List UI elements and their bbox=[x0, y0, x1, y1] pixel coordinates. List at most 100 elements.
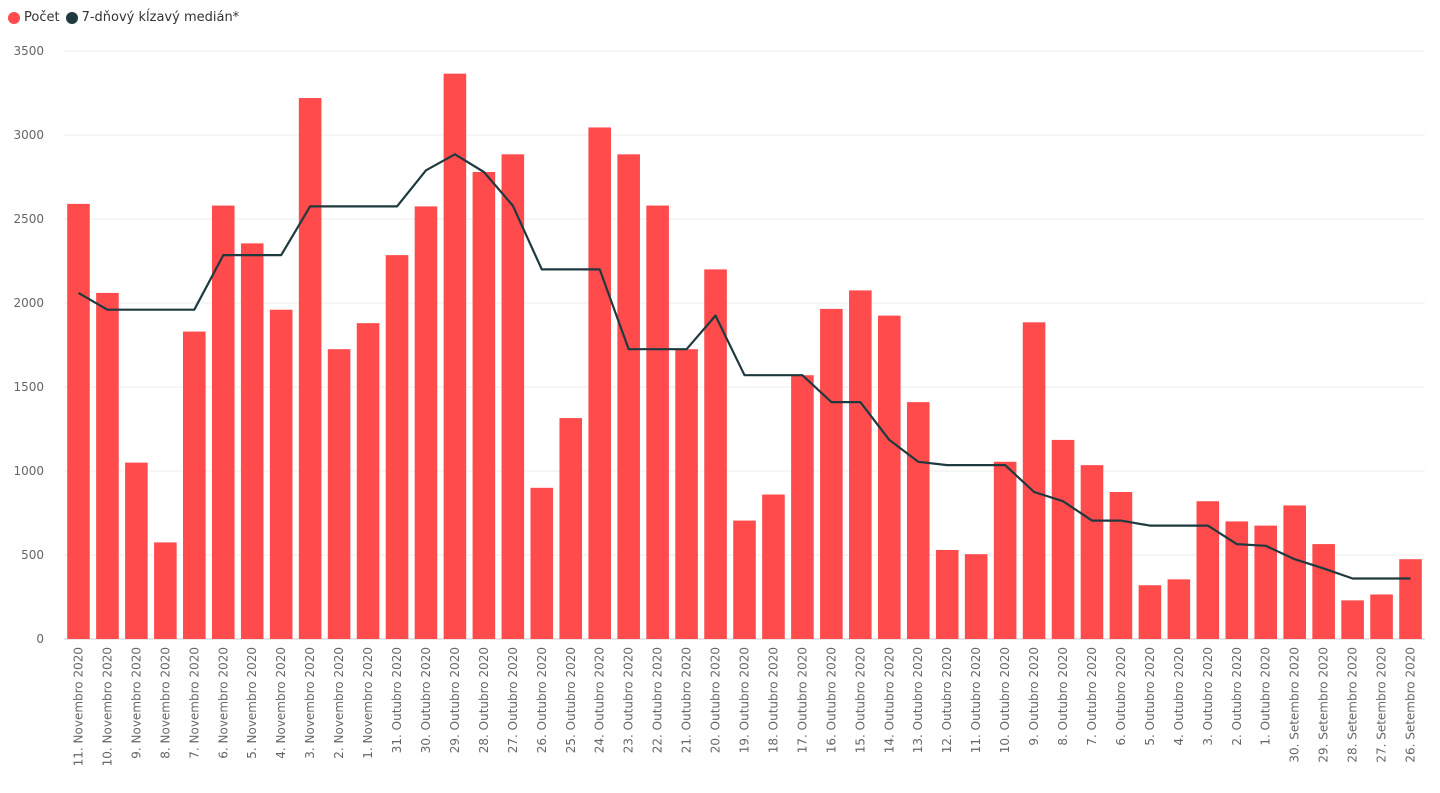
bar[interactable] bbox=[1051, 439, 1075, 639]
x-tick-label: 27. Outubro 2020 bbox=[506, 647, 520, 753]
bar[interactable] bbox=[1196, 501, 1220, 639]
x-tick-label: 25. Outubro 2020 bbox=[564, 647, 578, 753]
x-tick-label: 2. Novembro 2020 bbox=[332, 647, 346, 759]
bar[interactable] bbox=[1080, 465, 1104, 639]
legend-label-median: 7-dňový kĺzavý medián* bbox=[81, 10, 240, 25]
x-tick-label: 8. Novembro 2020 bbox=[158, 647, 172, 759]
x-tick-label: 22. Outubro 2020 bbox=[651, 647, 665, 753]
bar[interactable] bbox=[1138, 585, 1162, 639]
bar[interactable] bbox=[906, 402, 930, 639]
x-tick-label: 17. Outubro 2020 bbox=[795, 647, 809, 753]
x-tick-label: 27. Setembro 2020 bbox=[1375, 647, 1389, 763]
y-tick-label: 3000 bbox=[13, 128, 44, 142]
bar[interactable] bbox=[877, 315, 901, 639]
bar[interactable] bbox=[1225, 521, 1249, 639]
bar[interactable] bbox=[414, 206, 438, 639]
x-tick-label: 1. Outubro 2020 bbox=[1259, 647, 1273, 746]
x-tick-label: 29. Outubro 2020 bbox=[448, 647, 462, 753]
bar[interactable] bbox=[704, 269, 727, 639]
bar[interactable] bbox=[588, 127, 612, 639]
bar[interactable] bbox=[211, 205, 235, 639]
bar[interactable] bbox=[1341, 600, 1364, 639]
bar[interactable] bbox=[154, 542, 177, 639]
bar[interactable] bbox=[327, 349, 351, 639]
x-tick-label: 4. Novembro 2020 bbox=[274, 647, 288, 759]
bar[interactable] bbox=[356, 323, 380, 639]
bar[interactable] bbox=[240, 243, 264, 640]
legend-swatch-median bbox=[65, 11, 78, 24]
bar[interactable] bbox=[1283, 505, 1306, 639]
x-tick-label: 4. Outubro 2020 bbox=[1172, 647, 1186, 746]
bar[interactable] bbox=[125, 462, 148, 639]
x-tick-label: 5. Novembro 2020 bbox=[245, 647, 259, 759]
y-tick-label: 0 bbox=[36, 632, 44, 646]
x-tick-label: 3. Novembro 2020 bbox=[303, 647, 317, 759]
bar[interactable] bbox=[820, 308, 843, 639]
x-tick-label: 6. Outubro 2020 bbox=[1114, 647, 1128, 746]
bar[interactable] bbox=[935, 549, 959, 639]
x-tick-label: 23. Outubro 2020 bbox=[622, 647, 636, 753]
x-tick-label: 1. Novembro 2020 bbox=[361, 647, 375, 759]
x-tick-label: 19. Outubro 2020 bbox=[738, 647, 752, 753]
bar[interactable] bbox=[1022, 322, 1046, 639]
bar[interactable] bbox=[269, 309, 293, 639]
x-tick-label: 16. Outubro 2020 bbox=[824, 647, 838, 753]
bar[interactable] bbox=[675, 349, 698, 639]
bar[interactable] bbox=[1254, 525, 1278, 639]
bar[interactable] bbox=[385, 255, 409, 639]
x-tick-label: 14. Outubro 2020 bbox=[882, 647, 896, 753]
x-tick-label: 30. Outubro 2020 bbox=[419, 647, 433, 753]
x-tick-label: 29. Setembro 2020 bbox=[1317, 647, 1331, 763]
y-tick-label: 1500 bbox=[13, 380, 44, 394]
legend-item-pocet[interactable]: Počet bbox=[8, 10, 60, 25]
x-tick-label: 26. Outubro 2020 bbox=[535, 647, 549, 753]
x-tick-label: 11. Outubro 2020 bbox=[969, 647, 983, 753]
legend-label-pocet: Počet bbox=[24, 10, 60, 25]
y-tick-label: 500 bbox=[21, 548, 44, 562]
x-tick-label: 7. Outubro 2020 bbox=[1085, 647, 1099, 746]
bar[interactable] bbox=[617, 154, 640, 639]
x-tick-label: 18. Outubro 2020 bbox=[766, 647, 780, 753]
bar[interactable] bbox=[183, 331, 206, 639]
bar[interactable] bbox=[646, 205, 669, 639]
x-tick-label: 28. Outubro 2020 bbox=[477, 647, 491, 753]
x-tick-label: 9. Outubro 2020 bbox=[1027, 647, 1041, 746]
x-tick-label: 26. Setembro 2020 bbox=[1404, 647, 1418, 763]
y-tick-label: 3500 bbox=[13, 44, 44, 58]
x-tick-label: 31. Outubro 2020 bbox=[390, 647, 404, 753]
bar[interactable] bbox=[964, 554, 988, 639]
bar[interactable] bbox=[1312, 544, 1335, 639]
bar[interactable] bbox=[1399, 559, 1422, 639]
x-tick-label: 12. Outubro 2020 bbox=[940, 647, 954, 753]
bar[interactable] bbox=[1370, 594, 1393, 639]
y-tick-label: 2000 bbox=[13, 296, 44, 310]
bar[interactable] bbox=[559, 418, 583, 639]
bar[interactable] bbox=[733, 520, 756, 639]
x-tick-label: 28. Setembro 2020 bbox=[1346, 647, 1360, 763]
x-tick-label: 3. Outubro 2020 bbox=[1201, 647, 1215, 746]
bar[interactable] bbox=[96, 292, 119, 639]
x-tick-label: 20. Outubro 2020 bbox=[709, 647, 723, 753]
x-tick-label: 11. Novembro 2020 bbox=[71, 647, 85, 766]
bar[interactable] bbox=[472, 171, 496, 639]
legend-item-median[interactable]: 7-dňový kĺzavý medián* bbox=[65, 10, 240, 25]
bar[interactable] bbox=[849, 290, 872, 639]
bar[interactable] bbox=[762, 494, 785, 639]
bar[interactable] bbox=[501, 154, 525, 639]
median-line[interactable] bbox=[77, 153, 1411, 580]
bar[interactable] bbox=[298, 98, 322, 640]
x-tick-label: 15. Outubro 2020 bbox=[853, 647, 867, 753]
bar[interactable] bbox=[1109, 492, 1133, 639]
x-tick-label: 7. Novembro 2020 bbox=[187, 647, 201, 759]
bar[interactable] bbox=[443, 73, 467, 640]
bar[interactable] bbox=[1167, 579, 1191, 639]
bar[interactable] bbox=[530, 487, 554, 639]
bar[interactable] bbox=[791, 375, 814, 639]
bar[interactable] bbox=[67, 203, 90, 639]
bar[interactable] bbox=[993, 461, 1017, 639]
x-tick-label: 5. Outubro 2020 bbox=[1143, 647, 1157, 746]
x-tick-label: 10. Outubro 2020 bbox=[998, 647, 1012, 753]
y-tick-label: 1000 bbox=[13, 464, 44, 478]
